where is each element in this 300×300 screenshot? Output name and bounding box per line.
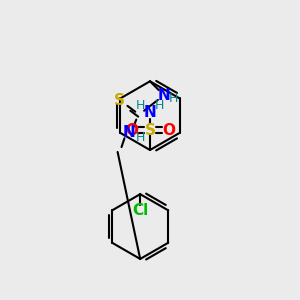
Text: S: S <box>145 123 155 138</box>
Text: O: O <box>125 123 138 138</box>
Text: N: N <box>144 105 156 120</box>
Text: O: O <box>162 123 175 138</box>
Text: S: S <box>114 93 125 108</box>
Text: Cl: Cl <box>132 203 148 218</box>
Text: H: H <box>136 99 145 112</box>
Text: H: H <box>155 99 164 112</box>
Text: H: H <box>136 131 145 144</box>
Text: N: N <box>123 125 136 140</box>
Text: H: H <box>169 92 178 106</box>
Text: N: N <box>158 88 170 103</box>
